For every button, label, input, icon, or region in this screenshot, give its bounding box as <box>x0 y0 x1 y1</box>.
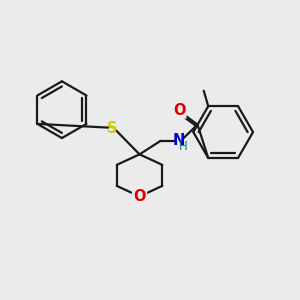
Text: S: S <box>106 121 117 136</box>
Text: N: N <box>173 134 185 148</box>
Text: H: H <box>179 140 188 153</box>
Text: O: O <box>173 103 186 118</box>
Text: O: O <box>133 189 146 204</box>
